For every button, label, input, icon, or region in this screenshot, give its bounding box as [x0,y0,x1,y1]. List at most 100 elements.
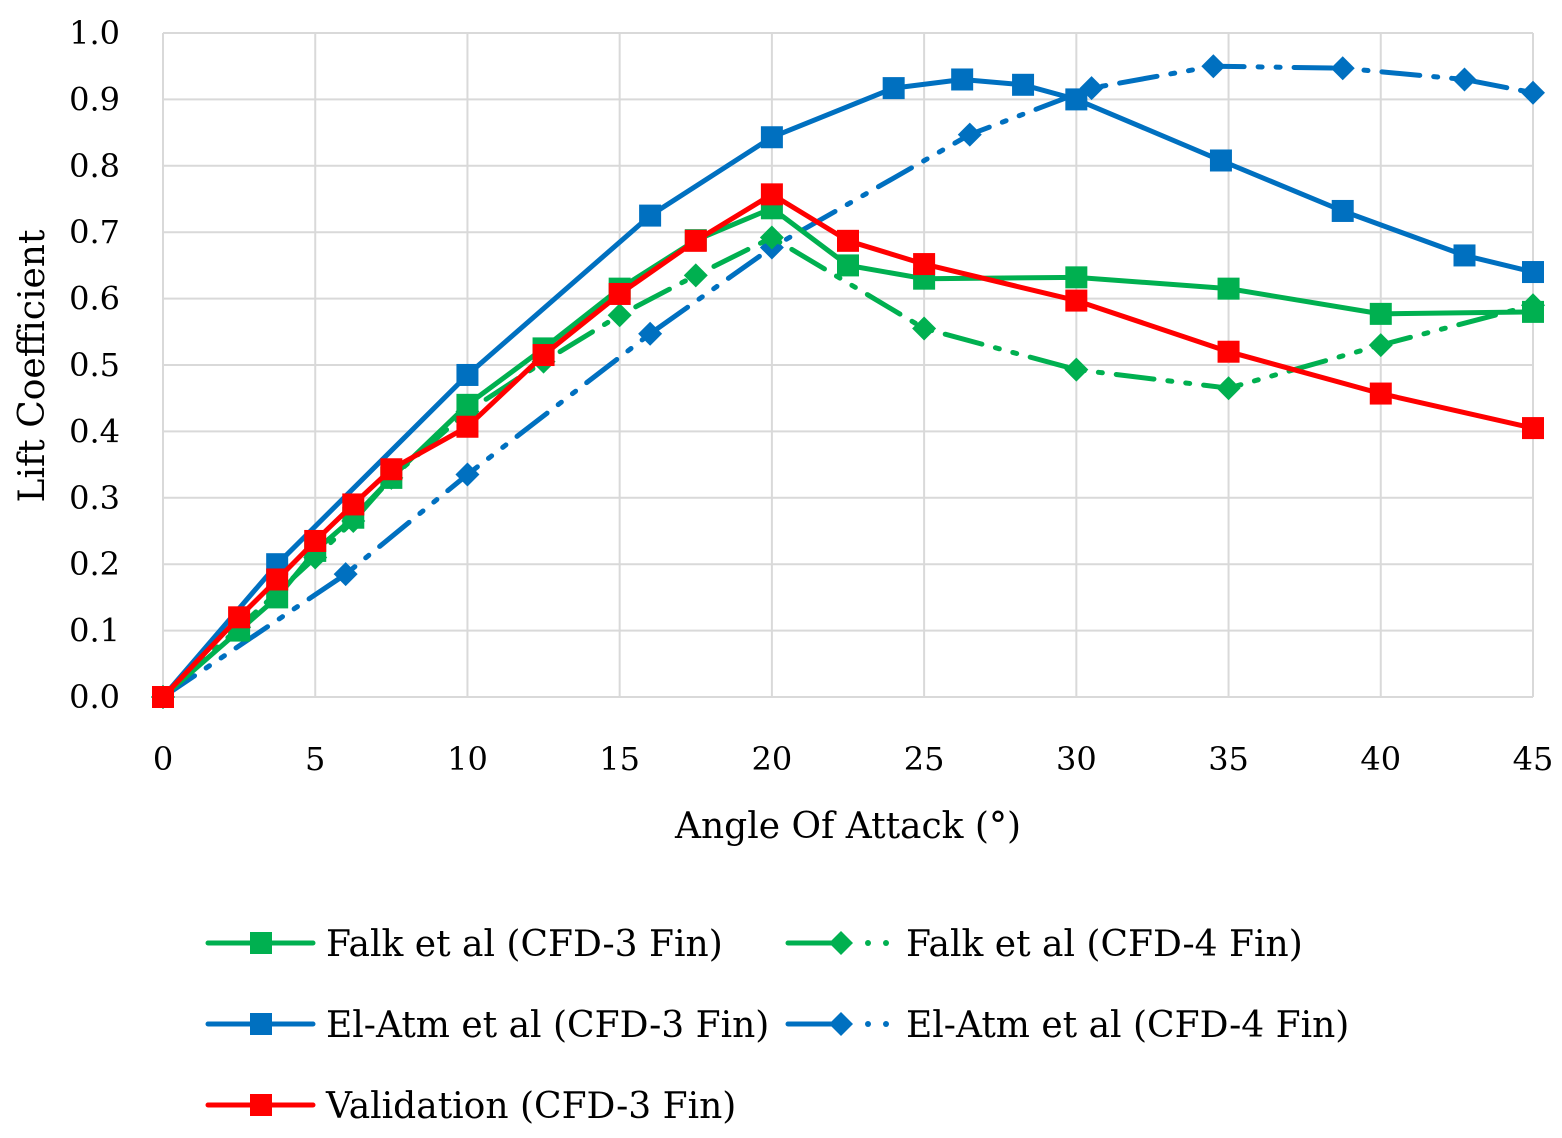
series-layer [151,54,1545,709]
data-point [759,225,784,250]
y-tick-label: 0.4 [69,412,120,450]
data-point [1064,357,1089,382]
y-tick-label: 0.2 [69,545,120,583]
legend-label: El-Atm et al (CFD-4 Fin) [906,1005,1349,1046]
legend: Falk et al (CFD-3 Fin) Falk et al (CFD-4 … [205,924,1349,1127]
y-tick-label: 0.3 [69,479,120,517]
legend-dot [883,940,889,946]
legend-item: El-Atm et al (CFD-3 Fin) [205,1005,769,1046]
legend-marker [250,932,272,954]
legend-label: Validation (CFD-3 Fin) [325,1086,736,1127]
legend-marker [250,1013,272,1035]
legend-item: El-Atm et al (CFD-4 Fin) [785,1005,1349,1046]
data-point [304,529,327,552]
data-point [1452,67,1477,92]
data-point [455,462,480,487]
data-point [882,77,905,100]
y-tick-label: 0.9 [69,80,120,118]
data-point [1521,80,1545,105]
data-point [1065,266,1088,289]
x-tick-label: 25 [904,740,945,778]
data-point [266,586,289,609]
data-point [760,126,783,149]
series-line [160,205,1536,700]
data-point [684,229,707,252]
legend-dot [883,1021,889,1027]
series-line [160,77,1536,700]
data-point [380,458,403,481]
x-tick-label: 20 [752,740,793,778]
data-point [912,316,937,341]
tick-layer: 0.0 0.1 0.2 0.3 0.4 0.5 0.6 0.7 0.8 0.9 1.0 0 5 10 15 2… [69,14,1553,778]
legend-label: Falk et al (CFD-4 Fin) [906,924,1303,965]
y-tick-label: 0.6 [69,280,120,318]
series-4 [152,183,1544,708]
data-point [1522,261,1544,284]
data-point [1012,73,1035,96]
y-tick-label: 0.0 [69,678,120,716]
data-point [1369,302,1392,325]
data-point [760,183,783,206]
data-point [683,263,708,288]
data-point [228,606,251,629]
x-tick-label: 30 [1056,740,1097,778]
y-tick-label: 0.7 [69,213,120,251]
data-point [639,204,662,227]
data-point [333,562,358,587]
series-line [160,63,1536,700]
legend-marker [250,1094,272,1116]
legend-item: Falk et al (CFD-4 Fin) [785,924,1303,965]
data-point [1065,88,1088,111]
grid-layer [162,32,1534,698]
data-point [951,68,974,91]
data-point [1201,54,1226,79]
legend-item: Falk et al (CFD-3 Fin) [205,924,723,965]
x-tick-label: 35 [1208,740,1249,778]
legend-dot [865,1021,871,1027]
series-2 [152,68,1544,708]
x-tick-label: 45 [1513,740,1554,778]
data-point [456,393,479,416]
data-point [1369,382,1392,405]
data-point [957,122,982,147]
data-point [1368,333,1393,358]
data-point [638,321,663,346]
legend-item: Validation (CFD-3 Fin) [205,1086,736,1127]
legend-label: El-Atm et al (CFD-3 Fin) [326,1005,769,1046]
data-point [456,415,479,438]
x-tick-label: 5 [305,740,325,778]
x-tick-label: 15 [599,740,640,778]
x-tick-label: 40 [1360,740,1401,778]
data-point [1217,340,1240,363]
x-axis-title: Angle Of Attack (°) [674,806,1021,847]
data-point [837,229,859,252]
data-point [532,344,555,367]
legend-dot [865,940,871,946]
x-tick-label: 10 [447,740,488,778]
y-tick-label: 0.8 [69,147,120,185]
x-tick-label: 0 [153,740,173,778]
data-point [1522,417,1544,440]
data-point [342,493,365,516]
data-point [608,282,631,305]
data-point [152,686,174,708]
data-point [1522,300,1544,323]
data-point [1216,376,1241,401]
legend-marker [829,1012,853,1036]
data-point [1330,56,1355,81]
data-point [266,568,289,591]
data-point [1209,149,1232,172]
data-point [1065,289,1088,312]
data-point [456,363,479,386]
data-point [1331,199,1354,222]
data-point [1453,244,1476,267]
y-axis-title: Lift Coefficient [12,229,53,502]
y-tick-label: 0.5 [69,346,120,384]
data-point [837,254,859,277]
data-point [607,303,632,328]
y-tick-label: 0.1 [69,612,120,650]
y-tick-label: 1.0 [69,14,120,52]
data-point [913,253,936,276]
